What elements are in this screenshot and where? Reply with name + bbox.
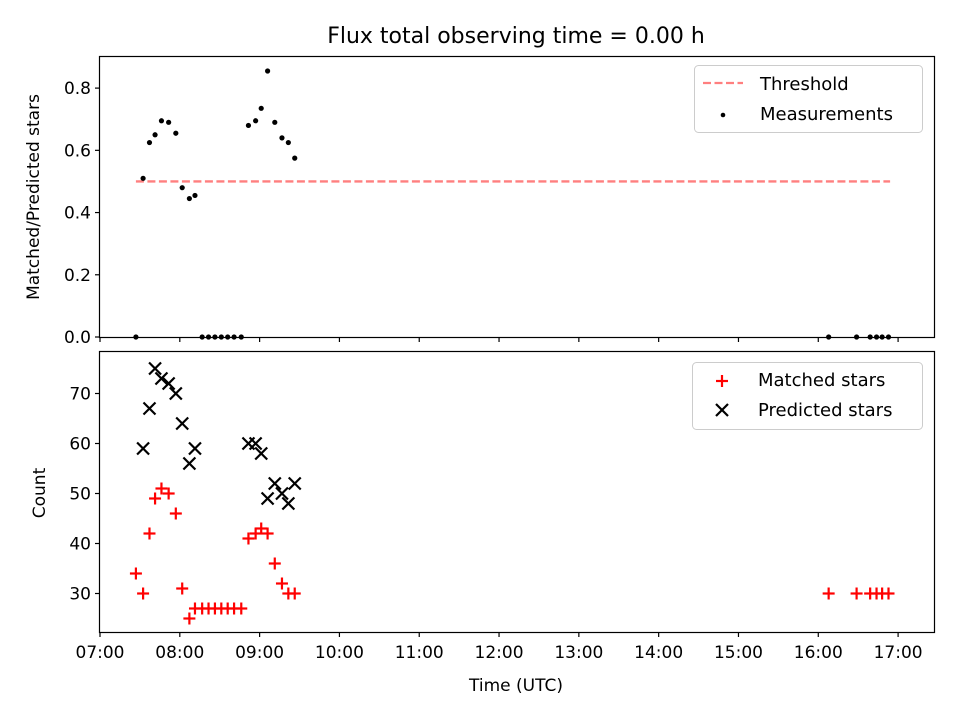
x-tick-label: 12:00 <box>475 643 524 663</box>
measurements-legend-label: Measurements <box>760 104 893 125</box>
bottom-panel-frame <box>98 350 936 634</box>
measurement-point <box>253 118 259 124</box>
top-legend: Threshold Measurements <box>694 65 923 133</box>
x-tick-label: 11:00 <box>395 643 444 663</box>
x-tick-label: 14:00 <box>634 643 683 663</box>
measurement-point <box>179 185 185 191</box>
measurement-point <box>146 139 153 146</box>
x-tick-label: 13:00 <box>554 643 603 663</box>
predicted-stars-point <box>254 446 268 461</box>
bottom-y-tick-label: 70 <box>69 385 91 405</box>
top-y-tick-label: 0.6 <box>64 141 91 161</box>
measurement-point <box>186 195 192 202</box>
matched-stars-point <box>183 612 196 625</box>
predicted-stars-point <box>287 476 302 491</box>
matched-stars-point <box>242 532 255 545</box>
matched-legend-label: Matched stars <box>758 370 885 391</box>
bottom-y-tick-label: 40 <box>69 535 91 555</box>
predicted-stars-point <box>188 441 202 456</box>
bottom-legend: Matched stars Predicted stars <box>692 362 923 430</box>
measurement-point <box>285 139 291 146</box>
measurement-point <box>140 175 146 181</box>
top-panel: 0.00.20.40.60.8 Matched/Predicted stars … <box>24 55 936 348</box>
matched-stars-point <box>169 507 182 520</box>
top-y-axis-label: Matched/Predicted stars <box>24 94 44 300</box>
x-tick-label: 10:00 <box>315 643 364 663</box>
bottom-y-tick-label: 30 <box>69 585 91 605</box>
bottom-panel: 07:00 08:00 09:00 10:00 11:00 12:00 13:00 14:00… <box>30 350 936 663</box>
matched-stars-point <box>143 527 156 540</box>
measurement-point <box>258 105 264 111</box>
predicted-stars-point <box>136 441 150 456</box>
predicted-stars-point <box>281 496 296 511</box>
predicted-stars-point <box>161 376 176 391</box>
matched-stars-point <box>850 587 863 600</box>
predicted-legend-label: Predicted stars <box>758 400 892 421</box>
measurement-point <box>152 132 158 138</box>
matched-stars-point <box>176 582 189 595</box>
matched-stars-point <box>261 527 274 540</box>
threshold-legend-label: Threshold <box>759 74 849 95</box>
matched-stars-point <box>162 487 175 500</box>
predicted-stars-point <box>175 416 189 431</box>
top-y-tick-label: 0.4 <box>64 204 91 224</box>
measurement-point <box>245 122 252 129</box>
matched-stars-point <box>255 522 268 535</box>
predicted-stars-point <box>148 361 162 376</box>
x-tick-label: 17:00 <box>874 643 923 663</box>
matched-legend-marker <box>716 375 728 387</box>
measurement-point <box>272 119 278 125</box>
matched-stars-point <box>137 587 150 600</box>
bottom-y-tick-label: 60 <box>69 435 91 455</box>
measurement-point <box>166 119 172 125</box>
x-tick-label: 08:00 <box>155 643 204 663</box>
predicted-stars-point <box>182 456 197 471</box>
predicted-stars-point <box>275 486 289 501</box>
bottom-y-tick-label: 50 <box>69 485 91 505</box>
matched-stars-point <box>822 587 835 600</box>
bottom-y-axis-label: Count <box>30 467 50 518</box>
measurement-point <box>264 68 271 74</box>
x-axis-label: Time (UTC) <box>468 676 563 696</box>
measurements-legend-marker <box>720 112 726 118</box>
measurement-point <box>279 135 285 141</box>
measurement-point <box>173 130 179 136</box>
top-panel-frame <box>98 55 936 339</box>
matched-stars-point <box>155 482 168 495</box>
matched-stars-point <box>235 602 248 615</box>
x-tick-label: 16:00 <box>794 643 843 663</box>
matched-stars-point <box>129 567 142 580</box>
predicted-stars-point <box>154 371 169 386</box>
top-y-tick-label: 0.8 <box>64 79 91 99</box>
predicted-stars-point <box>260 491 275 506</box>
predicted-stars-point <box>248 436 263 451</box>
x-tick-label: 09:00 <box>235 643 284 663</box>
top-y-tick-label: 0.2 <box>64 266 91 286</box>
matched-stars-point <box>268 557 281 570</box>
x-tick-label: 15:00 <box>714 643 763 663</box>
matched-stars-point <box>882 587 895 600</box>
measurement-point <box>192 192 198 199</box>
measurement-point <box>158 118 165 124</box>
predicted-legend-marker <box>715 403 729 417</box>
measurement-point <box>292 155 298 161</box>
chart-title: Flux total observing time = 0.00 h <box>327 24 705 49</box>
top-y-tick-label: 0.0 <box>64 328 91 348</box>
matched-stars-point <box>275 577 288 590</box>
predicted-stars-point <box>169 386 183 401</box>
matched-stars-point <box>149 492 162 505</box>
x-tick-label: 07:00 <box>76 643 125 663</box>
predicted-stars-point <box>268 476 282 491</box>
predicted-stars-point <box>142 401 157 416</box>
matched-stars-point <box>288 587 301 600</box>
